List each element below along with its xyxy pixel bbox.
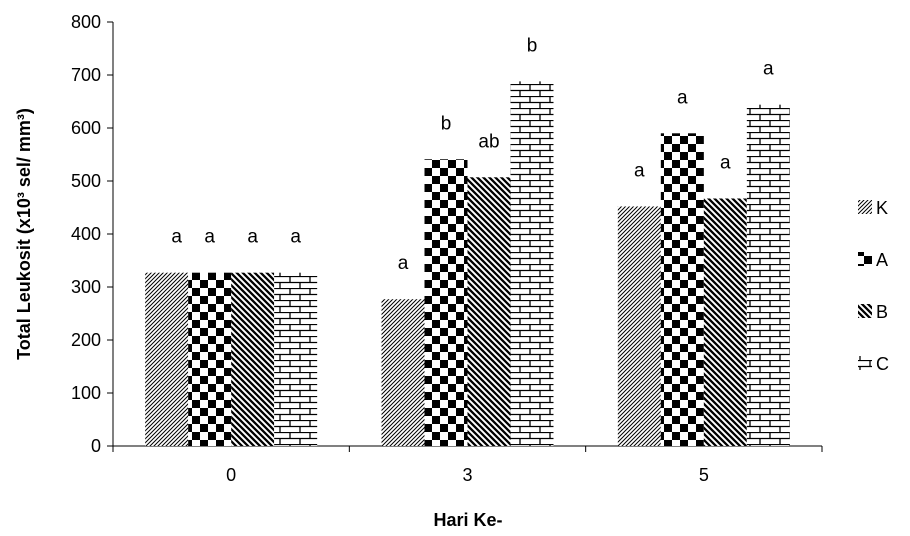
- legend: K A B C: [858, 198, 889, 374]
- bar-B-day-0: [231, 272, 275, 446]
- legend-label-C: C: [876, 354, 889, 374]
- legend-label-B: B: [876, 302, 888, 322]
- bar-A-day-3: [424, 159, 468, 446]
- y-tick-label: 400: [71, 224, 101, 244]
- bar-K-day-3: [381, 299, 425, 446]
- bars: [145, 81, 790, 447]
- significance-label: a: [247, 227, 258, 248]
- x-tick-label: 5: [699, 465, 709, 485]
- legend-swatch-B: [858, 304, 872, 318]
- y-tick-label: 500: [71, 171, 101, 191]
- significance-label: a: [763, 59, 774, 80]
- bar-C-day-3: [510, 81, 554, 447]
- y-ticks: 0 100 200 300 400 500 600 700 800: [71, 12, 113, 456]
- y-tick-label: 0: [91, 436, 101, 456]
- x-tick-label: 3: [462, 465, 472, 485]
- y-tick-label: 200: [71, 330, 101, 350]
- significance-label: a: [290, 227, 301, 248]
- bar-K-day-0: [145, 272, 189, 446]
- significance-label: a: [398, 253, 409, 274]
- y-tick-label: 800: [71, 12, 101, 32]
- legend-swatch-K: [858, 200, 872, 214]
- bar-C-day-5: [746, 104, 790, 447]
- y-tick-label: 300: [71, 277, 101, 297]
- legend-label-A: A: [876, 250, 888, 270]
- significance-label: a: [204, 227, 215, 248]
- bar-B-day-3: [467, 177, 511, 447]
- significance-label: a: [677, 87, 688, 108]
- bar-A-day-0: [188, 272, 232, 446]
- bar-B-day-5: [703, 198, 747, 446]
- significance-label: a: [720, 152, 731, 173]
- bar-A-day-5: [660, 133, 704, 447]
- y-tick-label: 100: [71, 383, 101, 403]
- significance-label: a: [171, 227, 182, 248]
- significance-label: b: [441, 113, 452, 134]
- significance-label: b: [527, 35, 538, 56]
- y-axis-title: Total Leukosit (x10³ sel/ mm³): [14, 108, 34, 360]
- y-tick-label: 600: [71, 118, 101, 138]
- x-tick-label: 0: [226, 465, 236, 485]
- x-axis-title: Hari Ke-: [433, 510, 502, 530]
- bar-C-day-0: [274, 272, 318, 446]
- y-tick-label: 700: [71, 65, 101, 85]
- significance-label: a: [634, 160, 645, 181]
- legend-swatch-C: [858, 356, 872, 370]
- bar-K-day-5: [617, 206, 661, 446]
- legend-label-K: K: [876, 198, 888, 218]
- significance-label: ab: [478, 131, 499, 152]
- legend-swatch-A: [858, 252, 872, 266]
- x-ticks: 0 3 5: [112, 446, 823, 485]
